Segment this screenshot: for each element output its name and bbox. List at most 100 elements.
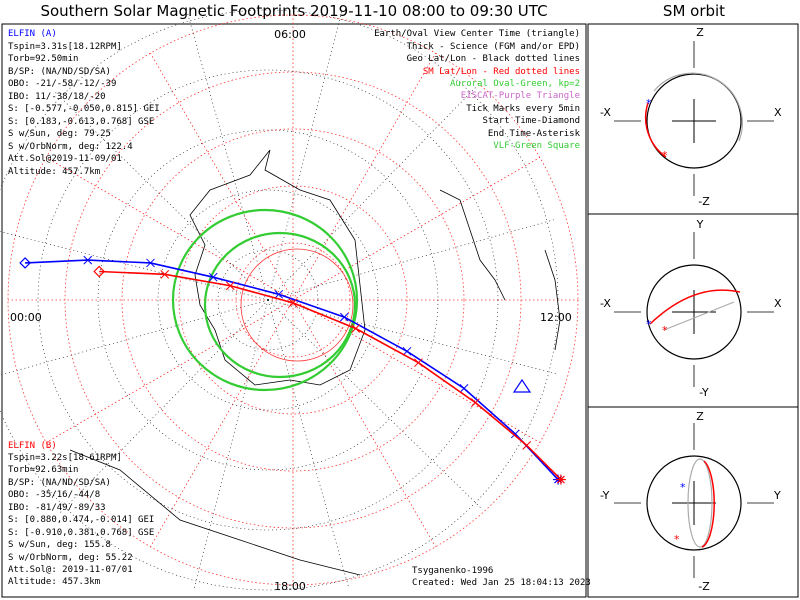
probe-b-name: ELFIN (B) [8, 441, 57, 451]
track-b [99, 270, 562, 481]
probe-a-line: Torb=92.50min [8, 54, 78, 64]
geo-lon-line [186, 11, 269, 301]
geo-lon-line [267, 299, 483, 510]
sm-lat-ring [121, 128, 465, 472]
orbit-gray [653, 72, 743, 142]
sm2-top-label: Y [696, 218, 704, 231]
legend-entry: EISCAT-Purple Triangle [461, 91, 580, 101]
orbit-marker: * [680, 481, 686, 494]
probe-b-line: S w/Sun, deg: 155.8 [8, 540, 111, 550]
legend-entry: Auroral Oval-Green, kp=2 [450, 79, 580, 89]
probe-a-line: IBO: 11/-38/18/-20 [8, 92, 106, 102]
probe-a-line: OBO: -21/-58/-12/-39 [8, 79, 116, 89]
orbit-red [644, 102, 667, 158]
geo-lon-line [267, 9, 343, 301]
track-tick [83, 255, 93, 265]
sm-orbit-title: SM orbit [662, 2, 726, 20]
model-label: Tsyganenko-1996 [412, 566, 493, 576]
orbit-gray [663, 301, 735, 331]
geo-lat-ring [97, 129, 439, 471]
geo-lat-ring [0, 9, 559, 591]
track-tick [402, 346, 412, 356]
orbit-red [701, 460, 715, 548]
start-diamond [19, 257, 31, 269]
track-tick [414, 358, 423, 368]
legend-entry: VLF-Green Square [493, 141, 580, 151]
polar-map [0, 9, 579, 591]
mlt-spoke [45, 157, 294, 301]
track-tick [522, 440, 532, 450]
sm2-bottom-label: -Y [699, 386, 709, 399]
orbit-gray [687, 458, 713, 548]
probe-b-line: Torb=92.63min [8, 465, 78, 475]
probe-b-line: Tspin=3.22s[18.61RPM] [8, 453, 122, 463]
sm2-left-label: -X [600, 297, 611, 310]
probe-b-line: OBO: -35/16/-44/8 [8, 490, 100, 500]
mlt-label-bottom: 18:00 [274, 580, 306, 593]
probe-a-name: ELFIN (A) [8, 29, 57, 39]
sm1-right-label: X [774, 106, 782, 119]
probe-a-line: Tspin=3.31s[18.12RPM] [8, 42, 122, 52]
mlt-spoke [150, 299, 294, 548]
track-tick [225, 281, 235, 291]
sm2-right-label: X [774, 297, 782, 310]
probe-a-info: ELFIN (A) Tspin=3.31s[18.12RPM] Torb=92.… [8, 29, 160, 177]
orbit-marker: * [646, 97, 652, 110]
sm3-top-label: Z [696, 410, 704, 423]
view-center-triangle [512, 378, 532, 393]
legend: Earth/Oval View Center Time (triangle) T… [374, 29, 580, 151]
geo-lat-ring [217, 249, 319, 351]
legend-entry: Geo Lat/Lon - Black dotted lines [407, 54, 580, 64]
earth-circle [646, 264, 742, 360]
legend-entry: Tick Marks every 5min [466, 104, 580, 114]
legend-entry: Earth/Oval View Center Time (triangle) [374, 29, 580, 39]
mlt-spoke [150, 52, 294, 301]
probe-b-line: S: [-0.910,0.381,0.768] GSE [8, 528, 154, 538]
track-tick [351, 324, 361, 333]
track-tick [459, 383, 469, 393]
sm3-bottom-label: -Z [698, 580, 710, 593]
mlt-label-top: 06:00 [274, 28, 306, 41]
orbit-red [649, 289, 741, 325]
legend-entry: Thick - Science (FGM and/or EPD) [407, 42, 580, 52]
probe-a-line: B/SP: (NA/ND/SD/SA) [8, 67, 111, 77]
start-diamond [93, 265, 106, 278]
mlt-label-left: 00:00 [10, 311, 42, 324]
auroral-oval-inner [203, 231, 357, 379]
geo-lat-ring [157, 189, 379, 411]
probe-b-line: S: [0.880,0.474,-0.014] GEI [8, 515, 154, 525]
sm1-top-label: Z [696, 26, 704, 39]
probe-a-line: S: [-0.577,-0.050,0.815] GEI [8, 104, 160, 114]
geo-lon-line [267, 218, 557, 301]
legend-entry: SM Lat/Lon - Red dotted lines [423, 67, 580, 77]
orbit-marker: * [646, 318, 652, 331]
sm3-left-label: -Y [600, 489, 610, 502]
probe-a-line: Altitude: 457.7km [8, 167, 100, 177]
legend-entry: Start Time-Diamond [482, 116, 580, 126]
probe-b-line: IBO: -81/49/-89/33 [8, 503, 106, 513]
earth-circle [646, 455, 742, 551]
probe-b-line: S w/OrbNorm, deg: 55.22 [8, 553, 133, 563]
probe-a-line: S w/OrbNorm, deg: 122.4 [8, 142, 133, 152]
sm1-left-label: -X [600, 106, 611, 119]
sm-orbit-panels: * * * * * * [614, 41, 774, 578]
mlt-spoke [292, 299, 436, 548]
created-label: Created: Wed Jan 25 18:04:13 2023 [412, 578, 591, 588]
probe-b-info: ELFIN (B) Tspin=3.22s[18.61RPM] Torb=92.… [8, 441, 154, 587]
mlt-spoke [292, 157, 541, 301]
track-tick [146, 258, 155, 268]
sm3-right-label: Y [773, 489, 781, 502]
probe-a-line: S: [0.183,-0.613,0.768] GSE [8, 117, 154, 127]
auroral-oval-outer [171, 208, 359, 392]
track-tick [339, 312, 349, 322]
legend-entry: End Time-Asterisk [488, 129, 581, 139]
mlt-spoke [292, 52, 436, 301]
track-tick [160, 269, 170, 279]
mlt-spoke [292, 299, 541, 443]
track-tick [510, 429, 520, 439]
geo-lon-line [267, 299, 350, 589]
sm-panel-frame-xy [587, 213, 799, 408]
probe-b-line: Att.Sol@: 2019-11-07/01 [8, 565, 133, 575]
map-frame [1, 23, 587, 598]
